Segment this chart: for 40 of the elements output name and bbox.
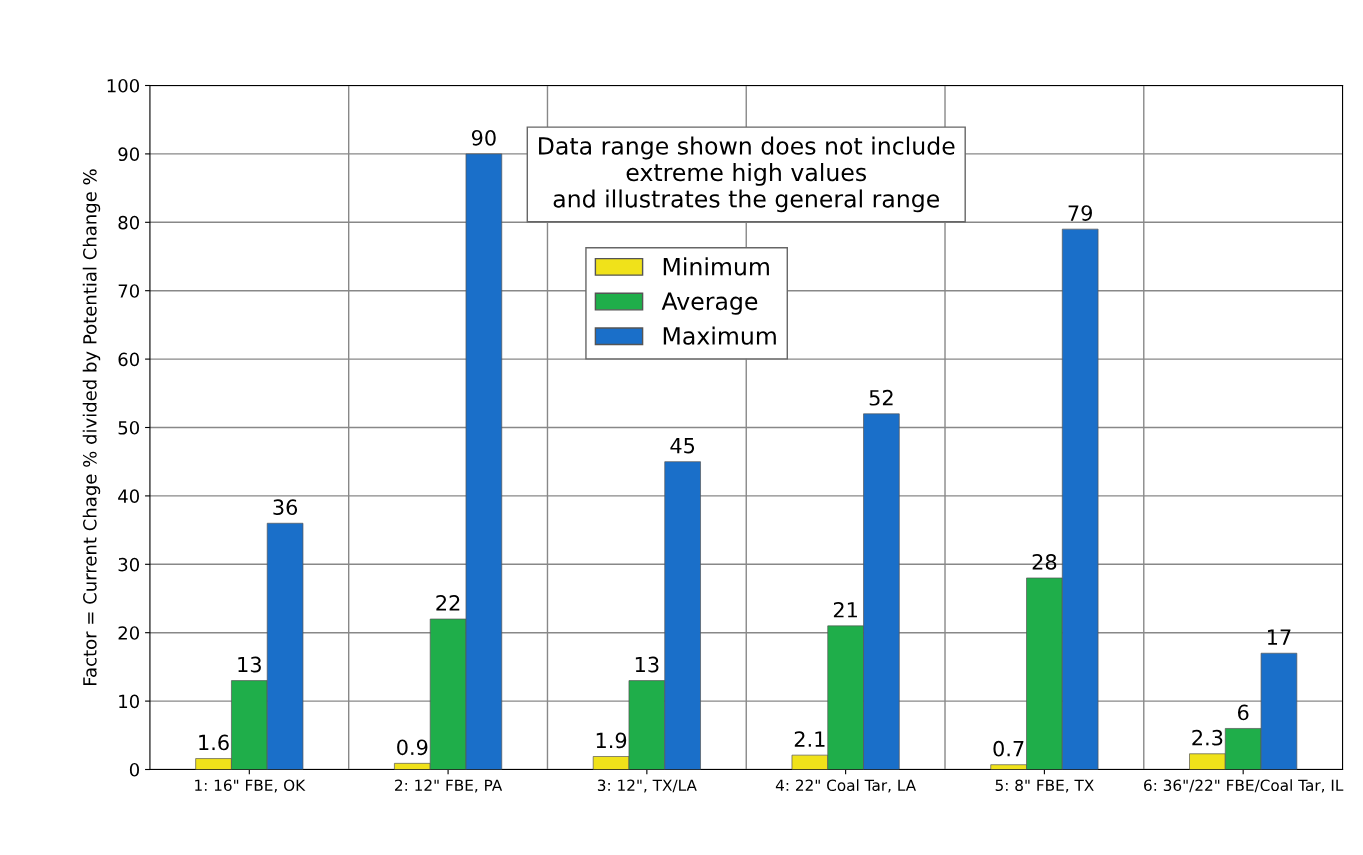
y-tick-label: 0: [129, 762, 140, 777]
y-tick-label: 30: [118, 557, 140, 572]
y-tick-label: 10: [119, 694, 140, 709]
data-label: 2.3: [1192, 729, 1223, 746]
data-label: 21: [833, 601, 857, 618]
data-label: 90: [471, 129, 496, 146]
x-tick-label: 4: 22" Coal Tar, LA: [775, 779, 916, 793]
legend-label: Average: [661, 292, 758, 315]
data-label: 13: [635, 656, 659, 673]
x-tick-label: 2: 12" FBE, PA: [395, 779, 503, 793]
data-label: 1.6: [199, 734, 229, 751]
data-label: 22: [436, 595, 460, 611]
y-tick-label: 80: [118, 215, 140, 230]
x-tick-label: 3: 12", TX/LA: [597, 779, 697, 793]
y-tick-label: 90: [118, 147, 140, 162]
legend-label: Maximum: [663, 326, 776, 345]
data-label: 79: [1068, 205, 1092, 221]
data-label: 0.7: [993, 740, 1024, 757]
x-tick-label: 5: 8" FBE, TX: [995, 779, 1094, 793]
data-label: 0.9: [397, 739, 428, 756]
legend-label: Minimum: [663, 257, 769, 276]
data-label: 52: [869, 389, 893, 406]
y-tick-label: 60: [118, 352, 140, 367]
data-label: 13: [238, 656, 261, 673]
data-label: 17: [1267, 629, 1291, 645]
y-tick-label: 20: [118, 626, 140, 640]
data-label: 6: [1238, 704, 1249, 721]
y-tick-label: 50: [118, 420, 140, 435]
y-tick-label: 70: [118, 284, 140, 298]
data-label: 2.1: [794, 731, 825, 747]
x-tick-label: 1: 16" FBE, OK: [195, 779, 306, 793]
y-axis-title: Factor = Current Chage % divided by Potential Change %: [82, 169, 101, 685]
data-label: 45: [670, 438, 695, 454]
data-label: 36: [273, 499, 298, 516]
annotation: Data range shown does not include extreme high values and illustrates the general range: [539, 136, 955, 213]
data-label: 1.9: [596, 732, 627, 749]
data-label: 28: [1032, 554, 1057, 570]
y-tick-label: 40: [118, 489, 140, 504]
y-tick-label: 100: [107, 78, 140, 93]
x-tick-label: 6: 36"/22" FBE/Coal Tar, IL: [1144, 779, 1344, 793]
